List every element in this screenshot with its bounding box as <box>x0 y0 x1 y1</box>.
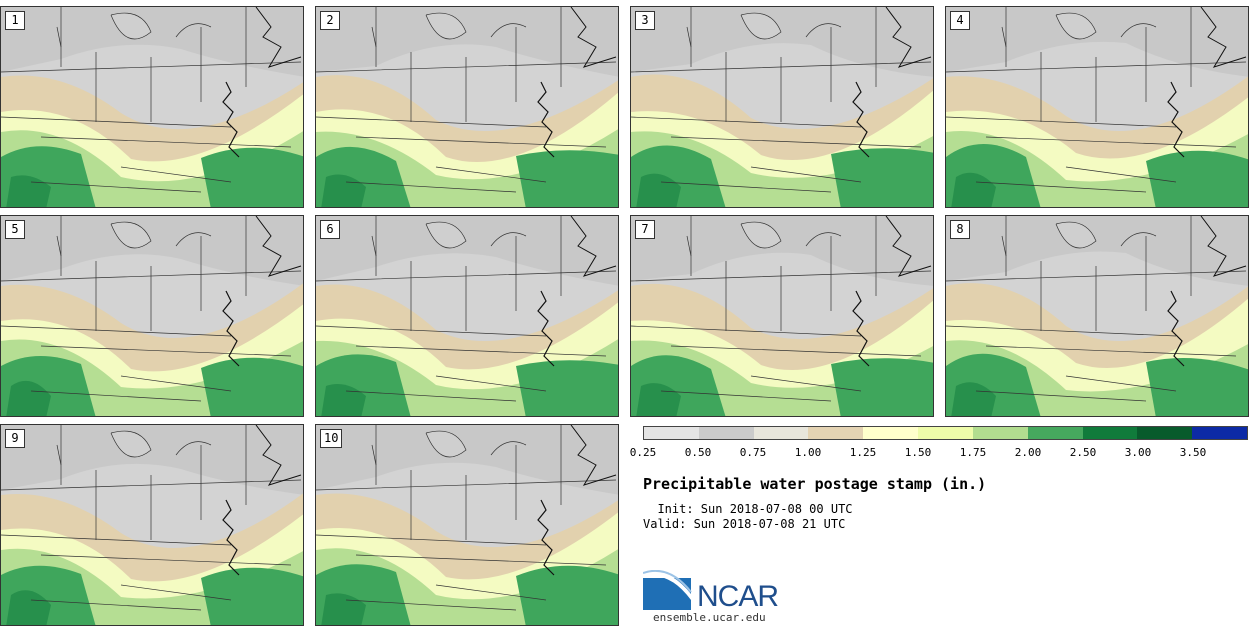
legend-tick-label: 0.50 <box>684 446 712 459</box>
legend-tick-label: 0.25 <box>629 446 657 459</box>
legend-swatch <box>808 427 864 439</box>
legend-tick-label: 2.50 <box>1069 446 1097 459</box>
ensemble-member-panel: 3 <box>630 6 934 208</box>
precipitable-water-map <box>631 7 933 207</box>
init-time: Init: Sun 2018-07-08 00 UTC <box>643 502 853 516</box>
member-number-label: 3 <box>635 11 655 30</box>
ensemble-member-panel: 6 <box>315 215 619 417</box>
member-number-label: 10 <box>320 429 343 448</box>
member-number-label: 7 <box>635 220 655 239</box>
ensemble-member-panel: 10 <box>315 424 619 626</box>
legend-tick-label: 0.75 <box>739 446 767 459</box>
ensemble-member-panel: 8 <box>945 215 1249 417</box>
precipitable-water-map <box>1 7 303 207</box>
legend-swatch <box>918 427 973 439</box>
legend-tick-label: 3.00 <box>1124 446 1152 459</box>
member-number-label: 4 <box>950 11 970 30</box>
ensemble-member-panel: 9 <box>0 424 304 626</box>
legend-swatch <box>698 427 754 439</box>
precipitable-water-map <box>631 216 933 416</box>
precipitable-water-map <box>316 425 618 625</box>
legend-swatch <box>1137 427 1193 439</box>
legend-swatch <box>863 427 919 439</box>
legend-tick-label: 1.00 <box>794 446 822 459</box>
legend-swatch <box>753 427 809 439</box>
valid-time: Valid: Sun 2018-07-08 21 UTC <box>643 517 846 531</box>
precipitable-water-map <box>1 216 303 416</box>
member-number-label: 1 <box>5 11 25 30</box>
legend-swatch <box>644 427 699 439</box>
ensemble-member-panel: 1 <box>0 6 304 208</box>
legend-swatch <box>972 427 1028 439</box>
legend-tick-label: 1.75 <box>959 446 987 459</box>
member-number-label: 6 <box>320 220 340 239</box>
precipitable-water-map <box>1 425 303 625</box>
ensemble-member-panel: 2 <box>315 6 619 208</box>
precipitable-water-map <box>316 216 618 416</box>
legend-swatch <box>1192 427 1247 439</box>
member-number-label: 2 <box>320 11 340 30</box>
ensemble-member-panel: 7 <box>630 215 934 417</box>
logo-url: ensemble.ucar.edu <box>653 611 766 624</box>
precipitable-water-map <box>316 7 618 207</box>
ncar-logo-icon <box>643 570 692 610</box>
plot-title: Precipitable water postage stamp (in.) <box>643 475 987 493</box>
color-scale-bar <box>643 426 1248 440</box>
legend-swatch <box>1027 427 1083 439</box>
legend-tick-label: 2.00 <box>1014 446 1042 459</box>
member-number-label: 5 <box>5 220 25 239</box>
precipitable-water-map <box>946 216 1248 416</box>
legend-tick-label: 1.50 <box>904 446 932 459</box>
legend-tick-label: 3.50 <box>1179 446 1207 459</box>
ncar-logo-text: NCAR <box>697 580 779 613</box>
member-number-label: 9 <box>5 429 25 448</box>
legend-swatch <box>1082 427 1138 439</box>
ensemble-member-panel: 4 <box>945 6 1249 208</box>
legend-tick-label: 1.25 <box>849 446 877 459</box>
member-number-label: 8 <box>950 220 970 239</box>
precipitable-water-map <box>946 7 1248 207</box>
ensemble-member-panel: 5 <box>0 215 304 417</box>
